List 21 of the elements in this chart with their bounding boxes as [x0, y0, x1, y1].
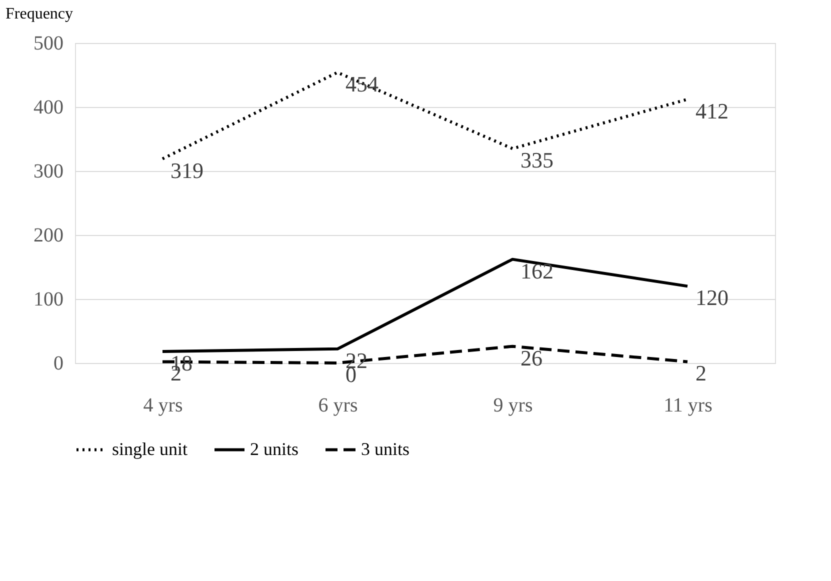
- legend-label: single unit: [112, 438, 188, 459]
- x-tick-label: 9 yrs: [493, 394, 533, 416]
- y-axis-title: Frequency: [6, 6, 74, 22]
- y-tick-label: 100: [34, 288, 64, 310]
- y-tick-label: 300: [34, 160, 64, 182]
- x-tick-label: 6 yrs: [318, 394, 358, 416]
- data-label: 319: [170, 158, 204, 183]
- x-tick-label: 11 yrs: [664, 394, 713, 416]
- data-label: 335: [520, 148, 554, 173]
- y-tick-label: 400: [34, 96, 64, 118]
- y-tick-label: 0: [54, 352, 64, 374]
- data-label: 412: [696, 98, 728, 124]
- data-label: 2: [696, 360, 706, 386]
- data-label: 120: [696, 285, 728, 310]
- legend-label: 2 units: [250, 438, 299, 459]
- legend-label: 3 units: [361, 438, 410, 459]
- x-tick-label: 4 yrs: [143, 394, 183, 416]
- data-label: 162: [520, 258, 554, 284]
- y-tick-label: 200: [34, 224, 64, 246]
- y-tick-label: 500: [34, 32, 64, 54]
- data-label: 26: [520, 345, 542, 370]
